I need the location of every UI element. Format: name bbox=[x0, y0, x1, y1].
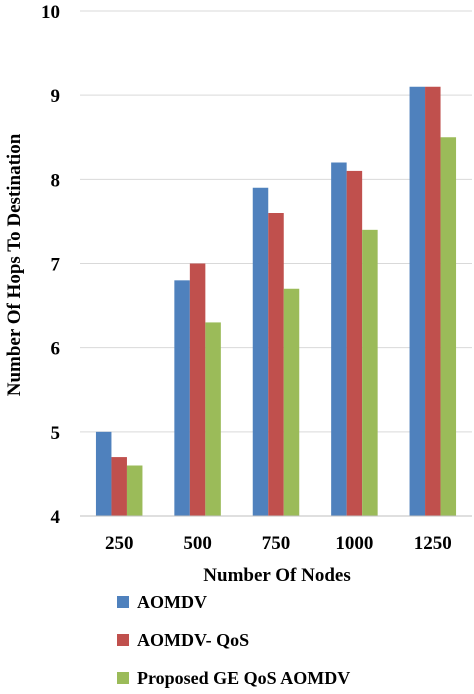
bar-aomdv-qos-750 bbox=[268, 213, 284, 516]
legend-swatch bbox=[117, 672, 129, 684]
bar-proposed-ge-qos-aomdv-250 bbox=[126, 465, 143, 516]
bar-aomdv-qos-250 bbox=[111, 457, 127, 516]
x-tick-label: 500 bbox=[183, 533, 212, 554]
y-tick-label: 4 bbox=[51, 507, 61, 528]
bar-aomdv-1250 bbox=[409, 86, 426, 516]
bar-proposed-ge-qos-aomdv-500 bbox=[205, 322, 221, 516]
y-tick-label: 10 bbox=[41, 2, 60, 23]
legend-label: Proposed GE QoS AOMDV bbox=[137, 668, 350, 688]
y-tick-label: 5 bbox=[51, 423, 61, 444]
bar-aomdv-qos-1250 bbox=[425, 86, 441, 516]
y-tick-label: 9 bbox=[51, 86, 61, 107]
bar-proposed-ge-qos-aomdv-750 bbox=[283, 288, 300, 516]
x-tick-label: 750 bbox=[262, 533, 291, 554]
y-axis-title: Number Of Hops To Destination bbox=[4, 133, 25, 396]
legend-swatch bbox=[117, 596, 129, 608]
bar-aomdv-750 bbox=[252, 187, 269, 516]
bar-aomdv-250 bbox=[95, 431, 112, 516]
bar-proposed-ge-qos-aomdv-1000 bbox=[362, 229, 378, 517]
x-tick-label: 1000 bbox=[335, 533, 373, 554]
x-tick-label: 250 bbox=[105, 533, 134, 554]
bars bbox=[95, 86, 457, 517]
bar-aomdv-qos-500 bbox=[189, 263, 206, 516]
bar-proposed-ge-qos-aomdv-1250 bbox=[440, 137, 457, 516]
bar-aomdv-qos-1000 bbox=[346, 170, 363, 516]
legend-swatch bbox=[117, 634, 129, 646]
y-tick-label: 8 bbox=[51, 170, 61, 191]
legend-label: AOMDV- QoS bbox=[137, 630, 249, 650]
x-axis-title: Number Of Nodes bbox=[203, 565, 350, 586]
y-tick-label: 7 bbox=[51, 255, 61, 276]
bar-aomdv-500 bbox=[174, 280, 190, 516]
x-tick-labels: 250 500 750 1000 1250 bbox=[105, 533, 452, 554]
y-tick-labels: 4 5 6 7 8 9 10 bbox=[41, 2, 61, 528]
bar-aomdv-1000 bbox=[331, 162, 347, 516]
y-tick-label: 6 bbox=[51, 339, 61, 360]
legend: AOMDV AOMDV- QoS Proposed GE QoS AOMDV bbox=[117, 592, 350, 688]
legend-label: AOMDV bbox=[137, 592, 207, 612]
x-tick-label: 1250 bbox=[414, 533, 452, 554]
